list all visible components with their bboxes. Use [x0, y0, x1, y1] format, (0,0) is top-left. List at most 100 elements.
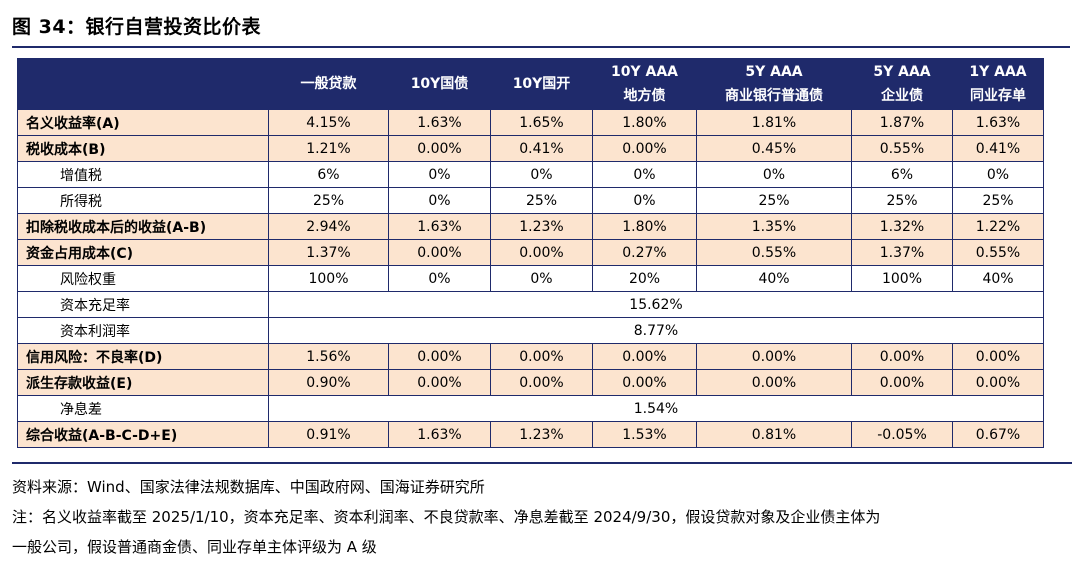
column-header-line-1: 1Y AAA [969, 64, 1027, 80]
table-row: 资本利润率 8.77% [17, 317, 1044, 344]
value-cell: 0.90% [268, 369, 389, 396]
table-row: 所得税 25% 0% 25% 0% 25% 25% 25% [17, 187, 1044, 214]
value-cell: 100% [268, 265, 389, 292]
value-cell: 0.00% [490, 239, 593, 266]
table-row: 派生存款收益(E) 0.90% 0.00% 0.00% 0.00% 0.00% 0.00% 0… [17, 369, 1044, 396]
row-label: 风险权重 [17, 265, 269, 292]
value-cell: 1.80% [592, 109, 697, 136]
value-cell: 0.00% [952, 343, 1044, 370]
column-header-line-2: 企业债 [881, 88, 923, 104]
value-cell: 25% [851, 187, 953, 214]
row-label: 资本利润率 [17, 317, 269, 344]
value-cell: 1.32% [851, 213, 953, 240]
value-cell: 0.00% [592, 135, 697, 162]
value-cell: 1.65% [490, 109, 593, 136]
value-cell: 0.81% [696, 421, 852, 448]
value-cell: 0.55% [696, 239, 852, 266]
value-cell: 0.00% [952, 369, 1044, 396]
value-cell: 100% [851, 265, 953, 292]
column-header: 10Y AAA 地方债 [592, 58, 697, 110]
column-header: 10Y国开 [490, 58, 593, 110]
value-cell: -0.05% [851, 421, 953, 448]
column-header-line-1: 5Y AAA [745, 64, 803, 80]
value-cell: 1.63% [952, 109, 1044, 136]
comparison-table: 一般贷款 10Y国债 10Y国开 10Y AAA 地方债 5Y AAA 商业银行普通债 5Y … [17, 58, 1044, 448]
value-cell: 0.27% [592, 239, 697, 266]
table-row: 增值税 6% 0% 0% 0% 0% 6% 0% [17, 161, 1044, 188]
column-header: 10Y国债 [388, 58, 491, 110]
value-cell: 1.63% [388, 109, 491, 136]
value-cell: 0% [696, 161, 852, 188]
table-row: 信用风险：不良率(D) 1.56% 0.00% 0.00% 0.00% 0.00% 0.00… [17, 343, 1044, 370]
column-header-line-2: 地方债 [623, 88, 666, 104]
value-cell: 1.63% [388, 421, 491, 448]
value-cell: 0% [388, 187, 491, 214]
value-cell: 25% [268, 187, 389, 214]
merged-value-cell: 1.54% [268, 395, 1044, 422]
row-label: 增值税 [17, 161, 269, 188]
column-header-line-1: 5Y AAA [873, 64, 931, 80]
table-row: 风险权重 100% 0% 0% 20% 40% 100% 40% [17, 265, 1044, 292]
value-cell: 0% [490, 265, 593, 292]
value-cell: 1.37% [268, 239, 389, 266]
row-label: 派生存款收益(E) [17, 369, 269, 396]
row-label: 资金占用成本(C) [17, 239, 269, 266]
value-cell: 0.00% [388, 369, 491, 396]
value-cell: 40% [696, 265, 852, 292]
table-row: 净息差 1.54% [17, 395, 1044, 422]
row-label: 信用风险：不良率(D) [17, 343, 269, 370]
table-row: 资本充足率 15.62% [17, 291, 1044, 318]
column-header-line-1: 一般贷款 [300, 76, 357, 92]
footnotes: 资料来源：Wind、国家法律法规数据库、中国政府网、国海证券研究所 注：名义收益… [12, 462, 1072, 562]
value-cell: 1.80% [592, 213, 697, 240]
source-note: 资料来源：Wind、国家法律法规数据库、中国政府网、国海证券研究所 [12, 478, 485, 496]
row-label: 税收成本(B) [17, 135, 269, 162]
column-header-line-1: 10Y国开 [512, 76, 571, 92]
value-cell: 25% [952, 187, 1044, 214]
value-cell: 0% [592, 187, 697, 214]
column-header [17, 58, 269, 110]
value-cell: 0.55% [851, 135, 953, 162]
row-label: 扣除税收成本后的收益(A-B) [17, 213, 269, 240]
value-cell: 0.00% [851, 343, 953, 370]
column-header: 5Y AAA 商业银行普通债 [696, 58, 852, 110]
value-cell: 1.63% [388, 213, 491, 240]
value-cell: 0.00% [388, 343, 491, 370]
value-cell: 1.22% [952, 213, 1044, 240]
column-header-line-1: 10Y国债 [410, 76, 469, 92]
value-cell: 6% [268, 161, 389, 188]
value-cell: 0.67% [952, 421, 1044, 448]
table-row: 资金占用成本(C) 1.37% 0.00% 0.00% 0.27% 0.55% 1.37% 0… [17, 239, 1044, 266]
value-cell: 0.41% [952, 135, 1044, 162]
assumption-note-line-2: 一般公司，假设普通商金债、同业存单主体评级为 A 级 [12, 538, 377, 556]
value-cell: 0% [592, 161, 697, 188]
value-cell: 2.94% [268, 213, 389, 240]
title-divider [12, 46, 1070, 48]
table-row: 名义收益率(A) 4.15% 1.63% 1.65% 1.80% 1.81% 1.87% 1.… [17, 109, 1044, 136]
column-header: 5Y AAA 企业债 [851, 58, 953, 110]
value-cell: 0.55% [952, 239, 1044, 266]
value-cell: 0% [952, 161, 1044, 188]
value-cell: 0.00% [696, 369, 852, 396]
header-row: 一般贷款 10Y国债 10Y国开 10Y AAA 地方债 5Y AAA 商业银行普通债 5Y … [17, 58, 1044, 110]
value-cell: 0.00% [490, 343, 593, 370]
value-cell: 1.23% [490, 421, 593, 448]
value-cell: 0% [388, 161, 491, 188]
value-cell: 0.45% [696, 135, 852, 162]
value-cell: 1.21% [268, 135, 389, 162]
merged-value-cell: 15.62% [268, 291, 1044, 318]
value-cell: 1.23% [490, 213, 593, 240]
value-cell: 1.53% [592, 421, 697, 448]
column-header: 1Y AAA 同业存单 [952, 58, 1044, 110]
value-cell: 25% [490, 187, 593, 214]
value-cell: 0.41% [490, 135, 593, 162]
column-header-line-2: 商业银行普通债 [725, 88, 823, 104]
table-body: 名义收益率(A) 4.15% 1.63% 1.65% 1.80% 1.81% 1.87% 1.… [17, 109, 1044, 448]
column-header-line-1: 10Y AAA [611, 64, 678, 80]
row-label: 资本充足率 [17, 291, 269, 318]
column-header: 一般贷款 [268, 58, 389, 110]
row-label: 名义收益率(A) [17, 109, 269, 136]
table-row: 扣除税收成本后的收益(A-B) 2.94% 1.63% 1.23% 1.80% 1.35%… [17, 213, 1044, 240]
value-cell: 25% [696, 187, 852, 214]
value-cell: 0.00% [388, 135, 491, 162]
